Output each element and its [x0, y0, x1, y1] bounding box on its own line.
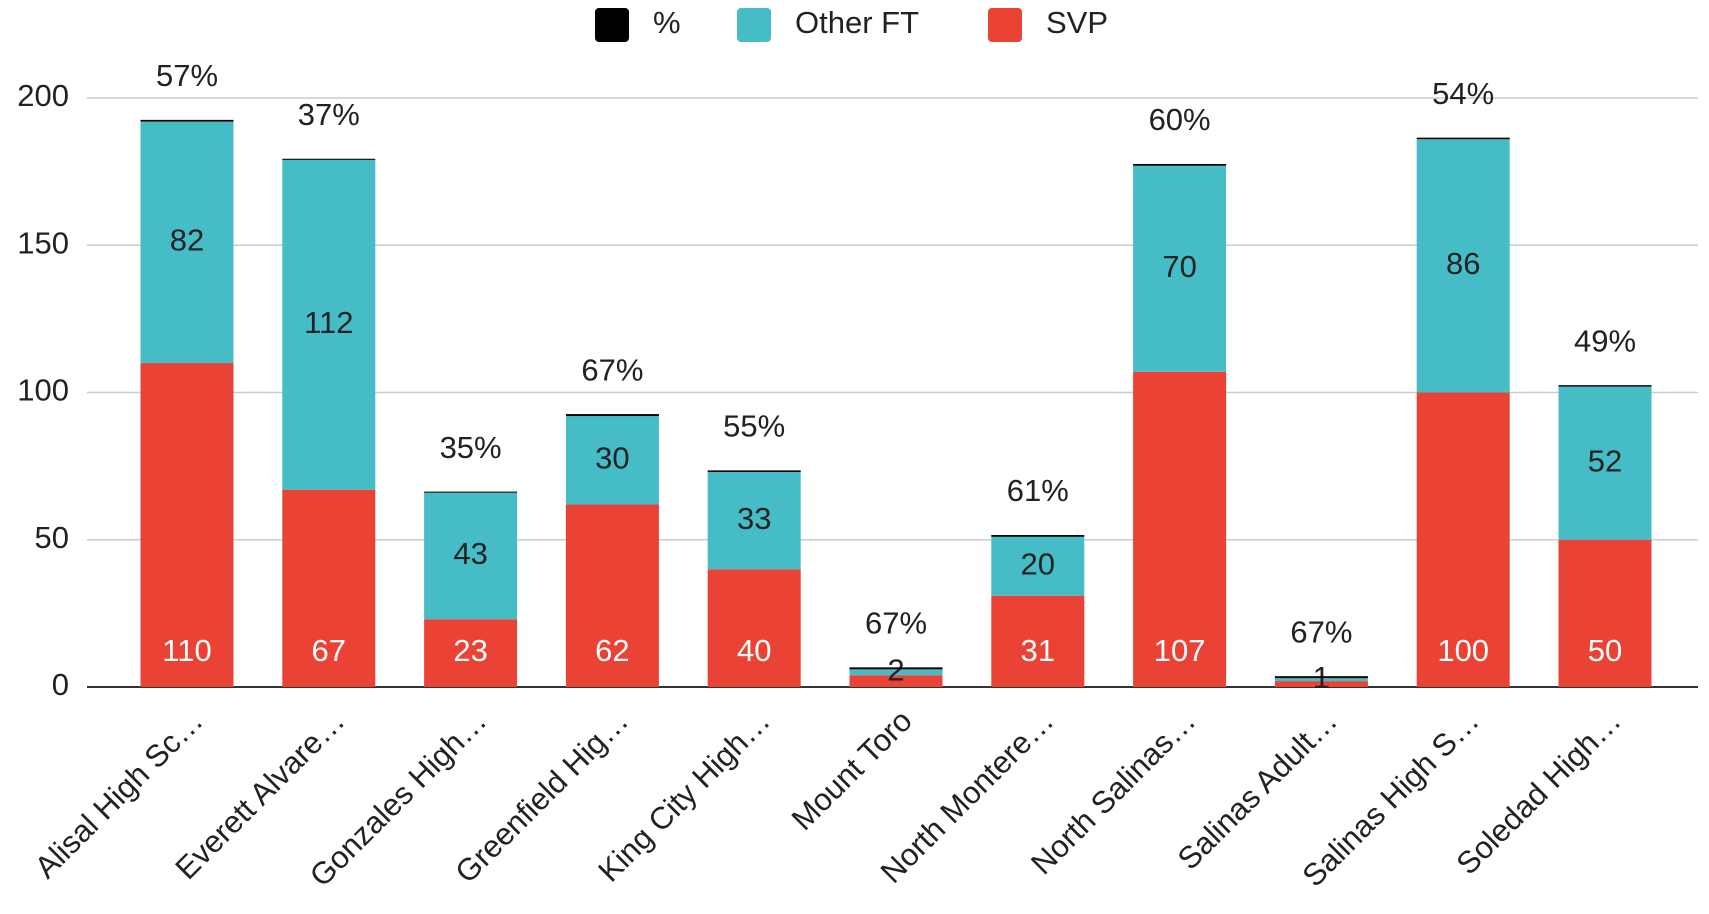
legend-label: SVP: [1046, 5, 1108, 40]
bar-segment: [140, 119, 234, 122]
data-label: 86: [1446, 246, 1480, 281]
data-label: 54%: [1432, 76, 1494, 111]
data-label: 60%: [1149, 102, 1211, 137]
bar-segment: [849, 669, 943, 676]
data-label: 67%: [581, 352, 643, 387]
bar-segment: [1274, 676, 1368, 679]
data-label: 67: [312, 633, 346, 668]
bar-segment: [707, 470, 801, 473]
data-label: 62: [595, 633, 629, 668]
bar-segment: [991, 535, 1085, 537]
bar-segment: [1558, 386, 1652, 540]
bar-segment: [1133, 163, 1227, 166]
bar-segment: [991, 536, 1085, 596]
data-label: 52: [1588, 443, 1622, 478]
legend-label: Other FT: [795, 5, 919, 40]
data-label: 57%: [156, 58, 218, 93]
bar-segment: [1133, 165, 1227, 372]
legend-label: %: [653, 5, 681, 40]
data-label: 20: [1021, 546, 1055, 581]
data-label: 43: [453, 536, 487, 571]
bar-segment: [991, 595, 1085, 687]
y-tick-label: 50: [35, 520, 69, 555]
data-label: 30: [595, 440, 629, 475]
data-label: 112: [304, 305, 353, 340]
bar-segment: [1274, 678, 1368, 682]
data-label: 4: [887, 633, 904, 668]
data-label: 23: [453, 633, 487, 668]
y-tick-label: 150: [17, 225, 69, 260]
data-label: 67%: [865, 606, 927, 641]
bar-segment: [424, 619, 518, 687]
data-label: 50: [1588, 633, 1622, 668]
data-label: 67%: [1290, 614, 1352, 649]
bar-segment: [424, 492, 518, 620]
bar-segment: [707, 569, 801, 687]
data-label: 82: [170, 222, 204, 257]
bar-segment: [424, 491, 518, 493]
bar-segment: [282, 158, 376, 160]
y-tick-label: 200: [17, 78, 69, 113]
bar-segment: [565, 504, 659, 687]
bar-segment: [565, 414, 659, 417]
data-label: 55%: [723, 409, 785, 444]
data-label: 70: [1162, 249, 1196, 284]
bar-segment: [565, 416, 659, 505]
data-label: 2: [887, 652, 904, 687]
bar-segment: [707, 472, 801, 570]
data-label: 37%: [298, 97, 360, 132]
bar-segment: [1274, 681, 1368, 687]
bar-segment: [1558, 385, 1652, 387]
data-label: 33: [737, 501, 771, 536]
bar-segment: [140, 363, 234, 687]
y-tick-label: 100: [17, 373, 69, 408]
bar-segment: [282, 159, 376, 490]
data-label: 110: [162, 633, 211, 668]
data-label: 35%: [440, 430, 502, 465]
bar-segment: [849, 667, 943, 670]
bar-segment: [849, 675, 943, 687]
bar-segment: [1133, 371, 1227, 687]
bar-segment: [1416, 137, 1510, 140]
bar-segment: [1416, 392, 1510, 687]
bar-segment: [1558, 539, 1652, 687]
data-label: 31: [1021, 633, 1055, 668]
data-label: 100: [1437, 633, 1489, 668]
bar-segment: [282, 489, 376, 687]
bar-segment: [1416, 139, 1510, 393]
data-label: 61%: [1007, 473, 1069, 508]
data-label: 2: [1313, 633, 1330, 668]
legend-swatch: [988, 8, 1022, 42]
data-label: 40: [737, 633, 771, 668]
legend-swatch: [595, 8, 629, 42]
data-label: 107: [1154, 633, 1206, 668]
data-label: 49%: [1574, 323, 1636, 358]
y-tick-label: 0: [52, 667, 69, 702]
x-tick-label: Mount Toro: [785, 703, 919, 837]
bar-segment: [140, 121, 234, 364]
legend-swatch: [737, 8, 771, 42]
